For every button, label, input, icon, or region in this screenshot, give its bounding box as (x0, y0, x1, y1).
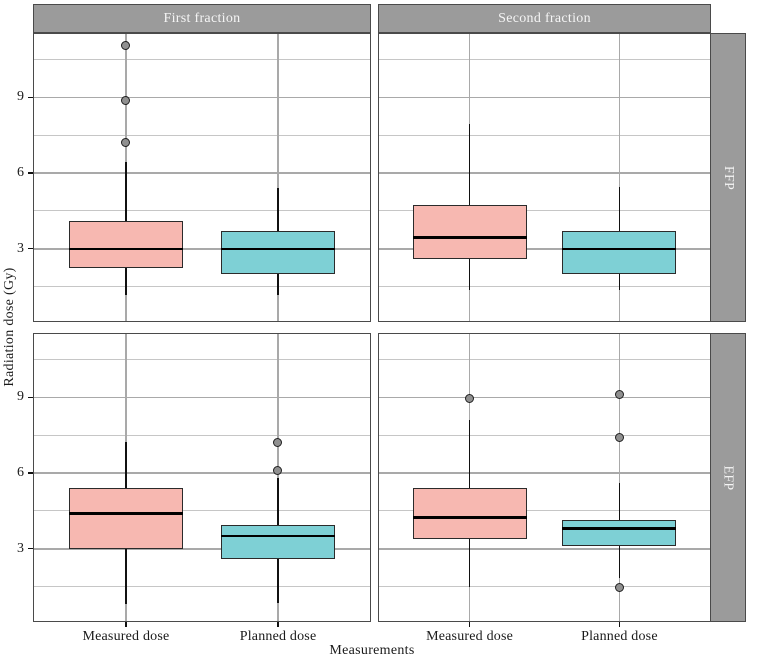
gridline-minor (33, 286, 371, 288)
y-tick-label: 3 (17, 540, 24, 556)
gridline-vertical (277, 333, 279, 622)
gridline-minor (378, 586, 711, 588)
gridline-minor (33, 434, 371, 436)
panel-ffp-first-fraction (33, 33, 371, 322)
gridline-major (378, 172, 711, 174)
y-axis-tick (28, 396, 33, 399)
median-line (221, 534, 336, 538)
gridline-major (33, 248, 371, 250)
median-line (221, 247, 336, 251)
y-axis-tick (28, 96, 33, 99)
box-planned-dose (221, 524, 336, 559)
facet-strip-ffp: FFP (710, 33, 746, 322)
panel-border (378, 333, 711, 622)
gridline-minor (33, 510, 371, 512)
panel-border (378, 33, 711, 322)
gridline-minor (378, 434, 711, 436)
x-tick-label: Measured dose (426, 629, 514, 644)
box-measured-dose (68, 488, 183, 549)
box-planned-dose (221, 231, 336, 275)
panel-ffp-second-fraction (378, 33, 711, 322)
facet-strip-second-fraction: Second fraction (378, 4, 711, 33)
panel-efp-first-fraction (33, 333, 371, 622)
gridline-major (378, 396, 711, 399)
median-line (68, 247, 183, 251)
x-axis-tick (125, 622, 127, 627)
gridline-minor (33, 134, 371, 136)
gridline-minor (33, 586, 371, 588)
facet-strip-label: EFP (721, 464, 736, 491)
gridline-minor (33, 58, 371, 61)
outlier-point (614, 583, 624, 593)
x-axis-title: Measurements (329, 643, 415, 658)
gridline-minor (378, 286, 711, 288)
y-axis-tick (28, 548, 33, 550)
y-axis-tick (28, 472, 33, 474)
y-axis-tick (28, 172, 33, 174)
gridline-minor (378, 210, 711, 212)
gridline-minor (33, 210, 371, 212)
gridline-vertical (618, 333, 621, 622)
y-tick-label: 6 (17, 465, 24, 481)
facet-strip-label: FFP (720, 165, 736, 190)
x-tick-label: Planned dose (239, 629, 317, 644)
gridline-major (378, 248, 711, 250)
gridline-minor (33, 358, 371, 361)
gridline-major (33, 96, 371, 99)
y-tick-label: 9 (17, 389, 24, 405)
y-axis-tick (28, 248, 33, 250)
gridline-vertical (277, 33, 279, 322)
box-planned-dose (562, 231, 677, 275)
box-measured-dose (412, 488, 527, 539)
box-measured-dose (68, 221, 183, 268)
x-axis-tick (468, 622, 471, 627)
facet-strip-first-fraction: First fraction (33, 4, 371, 33)
y-tick-label: 6 (17, 165, 24, 181)
y-tick-label: 3 (17, 240, 24, 256)
facet-strip-efp: EFP (710, 333, 746, 622)
outlier-point (614, 389, 624, 399)
x-axis-tick (277, 622, 279, 627)
outlier-point (121, 40, 131, 50)
gridline-major (378, 548, 711, 550)
gridline-vertical (618, 33, 621, 322)
gridline-minor (378, 358, 711, 361)
median-line (562, 247, 677, 251)
panel-border (33, 333, 371, 622)
gridline-major (378, 472, 711, 474)
y-tick-label: 9 (17, 89, 24, 105)
panel-border (33, 33, 371, 322)
gridline-minor (378, 58, 711, 61)
outlier-point (121, 96, 131, 106)
facet-strip-label: First fraction (163, 10, 241, 26)
gridline-major (33, 548, 371, 550)
median-line (562, 527, 677, 530)
median-line (412, 515, 527, 519)
outlier-point (273, 465, 283, 475)
median-line (68, 512, 183, 515)
gridline-major (378, 96, 711, 99)
outlier-point (464, 393, 474, 403)
outlier-point (121, 137, 131, 147)
gridline-minor (378, 134, 711, 136)
box-measured-dose (412, 204, 527, 259)
x-axis-tick (618, 622, 621, 627)
gridline-major (33, 396, 371, 399)
gridline-major (33, 172, 371, 174)
x-tick-label: Measured dose (82, 629, 170, 644)
facet-strip-label: Second fraction (498, 10, 591, 26)
median-line (412, 236, 527, 239)
gridline-minor (378, 510, 711, 512)
box-planned-dose (562, 519, 677, 547)
outlier-point (614, 432, 624, 442)
outlier-point (273, 437, 283, 447)
y-axis-title: Radiation dose (Gy) (2, 267, 17, 387)
panel-efp-second-fraction (378, 333, 711, 622)
gridline-major (33, 472, 371, 474)
x-tick-label: Planned dose (581, 629, 658, 644)
